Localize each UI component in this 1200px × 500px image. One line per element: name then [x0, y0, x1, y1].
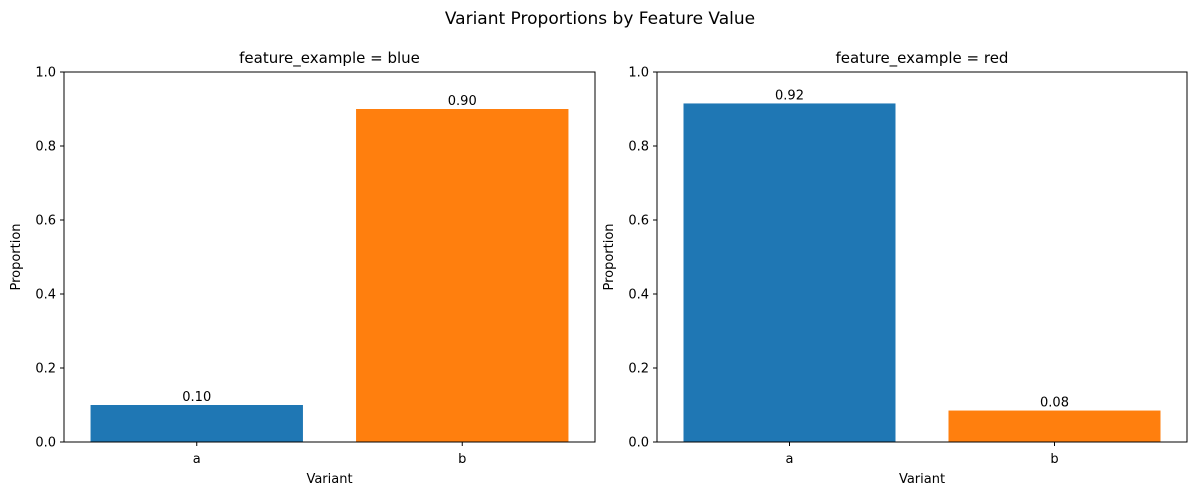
bar-b	[356, 109, 569, 442]
y-axis-label: Proportion	[602, 223, 617, 290]
y-tick-label: 1.0	[35, 66, 56, 81]
y-tick-label: 1.0	[628, 66, 649, 81]
y-tick-label: 0.4	[628, 288, 649, 303]
x-tick-label: a	[786, 452, 794, 467]
y-tick-label: 0.2	[628, 362, 649, 377]
data-label: 0.10	[182, 390, 211, 405]
y-tick-label: 0.2	[35, 362, 56, 377]
data-label: 0.08	[1040, 396, 1069, 411]
x-tick-label: a	[193, 452, 201, 467]
y-axis-label: Proportion	[9, 223, 24, 290]
axes-frame	[63, 71, 596, 443]
x-tick-label: b	[1050, 452, 1058, 467]
x-axis-label: Variant	[306, 472, 352, 487]
x-tick-label: b	[458, 452, 466, 467]
y-tick-label: 0.6	[35, 214, 56, 229]
data-label: 0.90	[448, 94, 477, 109]
subplot-title: feature_example = blue	[239, 49, 420, 68]
subplot-2: feature_example = red 0.92 a 0.08 b 0.0 0.2 0.4…	[602, 49, 1188, 487]
bar-a	[683, 103, 896, 442]
y-tick-label: 0.8	[628, 140, 649, 155]
y-tick-label: 0.0	[628, 436, 649, 451]
y-tick-label: 0.6	[628, 214, 649, 229]
x-axis-label: Variant	[899, 472, 945, 487]
bar-b	[948, 410, 1161, 442]
figure-title: Variant Proportions by Feature Value	[445, 9, 755, 29]
subplot-1: feature_example = blue 0.10 a 0.90 b 0.0 0.2 0.…	[9, 49, 596, 487]
axes-frame	[656, 71, 1188, 443]
subplot-title: feature_example = red	[836, 49, 1009, 68]
y-tick-label: 0.4	[35, 288, 56, 303]
bar-a	[90, 405, 303, 442]
data-label: 0.92	[775, 88, 804, 103]
y-tick-label: 0.8	[35, 140, 56, 155]
y-tick-label: 0.0	[35, 436, 56, 451]
